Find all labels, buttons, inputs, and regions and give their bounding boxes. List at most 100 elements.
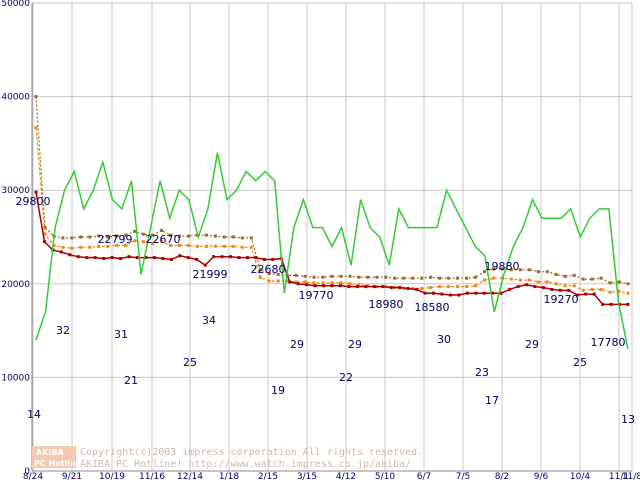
y-tick-label: 20000	[1, 280, 30, 290]
series-marker-middle-orange-price	[509, 277, 513, 281]
series-marker-lowest-price	[338, 284, 342, 288]
series-marker-upper-dotted-price	[61, 236, 65, 240]
series-marker-upper-dotted-price	[160, 228, 164, 232]
series-marker-lowest-price	[144, 256, 148, 260]
shop-count-data-label: 34	[202, 314, 216, 327]
series-marker-upper-dotted-price	[500, 267, 504, 271]
series-marker-middle-orange-price	[169, 243, 173, 247]
series-marker-middle-orange-price	[348, 282, 352, 286]
price-data-label: 29800	[16, 195, 51, 208]
y-tick-label: 0	[24, 467, 30, 477]
shop-count-data-label: 13	[621, 413, 635, 426]
shop-count-data-label: 30	[437, 333, 451, 346]
x-tick-label: 1/18	[219, 472, 239, 480]
series-marker-upper-dotted-price	[509, 268, 513, 272]
series-marker-lowest-price	[415, 287, 419, 291]
series-marker-upper-dotted-price	[70, 236, 74, 240]
series-marker-middle-orange-price	[34, 125, 38, 129]
series-marker-middle-orange-price	[186, 243, 190, 247]
shop-count-data-label: 29	[290, 338, 304, 351]
series-marker-middle-orange-price	[276, 279, 280, 283]
series-marker-upper-dotted-price	[294, 273, 298, 277]
series-marker-middle-orange-price	[240, 245, 244, 249]
series-marker-middle-orange-price	[222, 244, 226, 248]
x-tick-label: 7/5	[456, 472, 470, 480]
series-marker-middle-orange-price	[482, 278, 486, 282]
series-marker-lowest-price	[465, 291, 469, 295]
series-marker-upper-dotted-price	[204, 233, 208, 237]
series-marker-middle-orange-price	[465, 285, 469, 289]
series-marker-upper-dotted-price	[617, 280, 621, 284]
series-marker-lowest-price	[59, 250, 63, 254]
series-marker-middle-orange-price	[330, 281, 334, 285]
shop-count-data-label: 29	[348, 338, 362, 351]
series-line-shop-count	[35, 152, 629, 350]
series-marker-lowest-price	[609, 302, 613, 306]
series-marker-lowest-price	[237, 256, 241, 260]
series-marker-lowest-price	[330, 284, 334, 288]
series-marker-lowest-price	[220, 255, 224, 259]
series-marker-upper-dotted-price	[518, 268, 522, 272]
series-marker-middle-orange-price	[79, 245, 83, 249]
x-tick-label: 3/15	[297, 472, 317, 480]
series-marker-middle-orange-price	[52, 243, 56, 247]
watermark-logo	[32, 446, 76, 468]
series-marker-upper-dotted-price	[213, 234, 217, 238]
series-marker-middle-orange-price	[294, 280, 298, 284]
series-marker-lowest-price	[398, 286, 402, 290]
series-marker-lowest-price	[169, 257, 173, 261]
price-data-label: 17780	[591, 336, 626, 349]
shop-count-data-label: 32	[56, 324, 70, 337]
series-marker-middle-orange-price	[339, 281, 343, 285]
series-marker-lowest-price	[68, 253, 72, 257]
series-marker-middle-orange-price	[312, 281, 316, 285]
y-tick-label: 30000	[1, 186, 30, 196]
price-data-label: 22680	[251, 263, 286, 276]
series-marker-upper-dotted-price	[79, 235, 83, 239]
series-marker-upper-dotted-price	[554, 272, 558, 276]
series-marker-upper-dotted-price	[267, 272, 271, 276]
series-marker-middle-orange-price	[563, 284, 567, 288]
series-marker-lowest-price	[245, 256, 249, 260]
watermark-logo-bottom: PC Hotline!	[34, 459, 85, 468]
series-marker-upper-dotted-price	[411, 276, 415, 280]
series-marker-lowest-price	[601, 302, 605, 306]
series-marker-lowest-price	[482, 291, 486, 295]
series-marker-middle-orange-price	[88, 245, 92, 249]
series-marker-lowest-price	[491, 291, 495, 295]
series-marker-upper-dotted-price	[231, 235, 235, 239]
series-marker-middle-orange-price	[438, 285, 442, 289]
series-marker-lowest-price	[322, 284, 326, 288]
series-marker-middle-orange-price	[366, 284, 370, 288]
series-marker-upper-dotted-price	[330, 274, 334, 278]
series-marker-middle-orange-price	[115, 243, 119, 247]
series-marker-upper-dotted-price	[321, 275, 325, 279]
series-marker-lowest-price	[558, 288, 562, 292]
series-marker-lowest-price	[516, 285, 520, 289]
series-marker-upper-dotted-price	[240, 236, 244, 240]
shop-count-data-label: 22	[339, 371, 353, 384]
series-marker-middle-orange-price	[491, 276, 495, 280]
x-tick-label: 8/2	[495, 472, 509, 480]
series-marker-middle-orange-price	[249, 245, 253, 249]
series-marker-lowest-price	[508, 287, 512, 291]
shop-count-data-label: 21	[124, 374, 138, 387]
series-marker-upper-dotted-price	[465, 276, 469, 280]
series-marker-lowest-price	[195, 257, 199, 261]
series-marker-upper-dotted-price	[590, 277, 594, 281]
series-marker-upper-dotted-price	[115, 234, 119, 238]
x-tick-label: 10/19	[99, 472, 125, 480]
series-marker-middle-orange-price	[267, 279, 271, 283]
series-marker-upper-dotted-price	[357, 275, 361, 279]
series-marker-lowest-price	[431, 291, 435, 295]
series-marker-upper-dotted-price	[186, 234, 190, 238]
series-marker-middle-orange-price	[106, 244, 110, 248]
series-marker-upper-dotted-price	[106, 235, 110, 239]
series-marker-lowest-price	[474, 291, 478, 295]
price-data-label: 18980	[369, 298, 404, 311]
x-tick-label: 11/8	[622, 472, 640, 480]
series-marker-upper-dotted-price	[339, 274, 343, 278]
series-marker-lowest-price	[355, 285, 359, 289]
